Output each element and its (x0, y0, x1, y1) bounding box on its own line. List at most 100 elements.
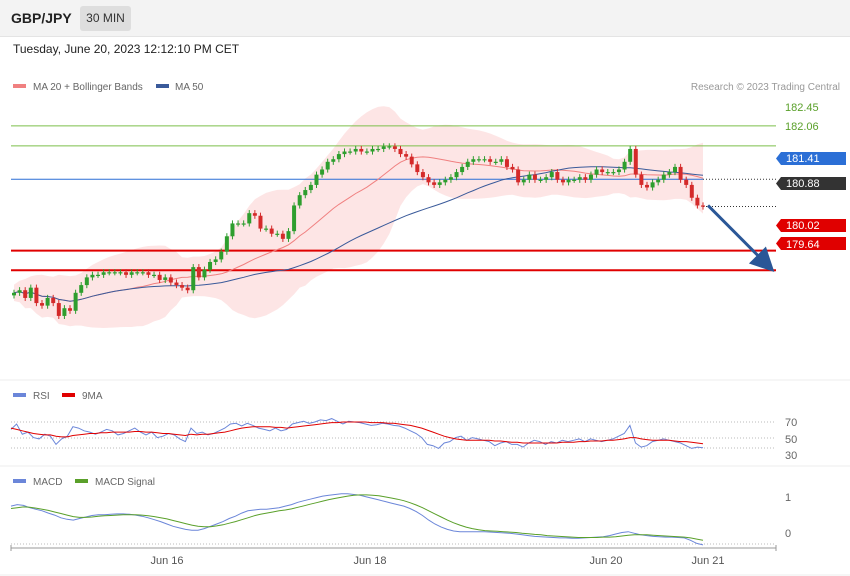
rsi-ma-legend-label: 9MA (82, 391, 103, 402)
ma20-legend-swatch (13, 84, 26, 88)
current-price-tag (776, 177, 846, 190)
candle-body (62, 308, 67, 316)
candle-body (667, 172, 672, 175)
macd-legend-label: MACD (33, 477, 62, 488)
candle-body (689, 184, 694, 198)
candle-body (224, 236, 229, 252)
x-axis: Jun 16 Jun 18 Jun 20 Jun 21 (10, 545, 777, 567)
chart-header: GBP/JPY 30 MIN (0, 0, 850, 37)
candle-body (219, 251, 224, 260)
candle-body (684, 179, 689, 185)
rsi-lines (10, 418, 704, 450)
candle-body (118, 272, 123, 274)
candle-body (297, 195, 302, 206)
candle-body (51, 297, 56, 304)
candle-body (678, 166, 683, 180)
rsi-tick-70: 70 (785, 417, 797, 429)
candle-body (314, 174, 319, 185)
candle-body (527, 174, 532, 180)
candle-body (258, 215, 263, 229)
candle-body (616, 169, 621, 173)
candle-body (336, 154, 341, 160)
candle-body (644, 184, 649, 188)
candle-body (426, 177, 431, 183)
ma50-line (13, 166, 704, 302)
candle-body (45, 297, 50, 306)
x-tick-jun16: Jun 16 (150, 555, 183, 567)
candle-body (600, 169, 605, 173)
macd-signal-legend-label: MACD Signal (95, 477, 155, 488)
candle-body (73, 292, 78, 311)
candle-body (292, 205, 297, 232)
rsi-ma-line (10, 421, 704, 445)
candle-body (398, 148, 403, 155)
candle-body (555, 172, 560, 180)
level-label-182-45: 182.45 (785, 102, 819, 114)
candle-body (230, 223, 235, 237)
price-legend: MA 20 + Bollinger Bands MA 50 Research ©… (13, 82, 840, 93)
candle-body (68, 308, 73, 311)
forecast-arrow (706, 204, 775, 273)
candle-body (129, 272, 134, 275)
candle-body (420, 172, 425, 178)
rsi-tick-30: 30 (785, 450, 797, 462)
level-label-180-02: 180.02 (786, 220, 820, 232)
ma20-legend-label: MA 20 + Bollinger Bands (33, 82, 143, 93)
rsi-legend-swatch (13, 393, 26, 397)
level-label-182-06: 182.06 (785, 121, 819, 133)
candle-body (140, 272, 145, 274)
candle-body (202, 269, 207, 278)
candle-body (241, 223, 246, 225)
candle-body (280, 233, 285, 239)
watermark-text: Research © 2023 Trading Central (691, 82, 840, 93)
ma50-legend-swatch (156, 84, 169, 88)
support-level-tag-1 (776, 219, 846, 232)
rsi-line (10, 418, 704, 450)
candle-body (247, 213, 252, 224)
candle-body (124, 272, 129, 275)
candle-body (107, 272, 112, 274)
candle-body (157, 274, 162, 280)
candle-body (174, 282, 179, 286)
candle-body (320, 169, 325, 175)
candle-body (476, 159, 481, 161)
timeframe-button[interactable]: 30 MIN (80, 6, 131, 31)
x-tick-jun21: Jun 21 (691, 555, 724, 567)
candle-body (560, 179, 565, 183)
rsi-legend: RSI 9MA (13, 391, 103, 402)
candle-body (84, 277, 89, 286)
candle-body (594, 169, 599, 175)
candle-body (381, 146, 386, 149)
level-label-181-41: 181.41 (786, 153, 820, 165)
bollinger-band-area (14, 106, 703, 328)
x-tick-jun20: Jun 20 (589, 555, 622, 567)
candle-body (628, 148, 633, 162)
bollinger-bands (14, 106, 703, 328)
candle-body (112, 272, 117, 274)
candle-body (672, 166, 677, 173)
candle-body (34, 287, 39, 304)
candle-body (252, 213, 257, 216)
candle-body (236, 223, 241, 225)
candle-body (342, 151, 347, 155)
candle-body (208, 261, 213, 270)
candle-body (17, 290, 22, 293)
candle-body (191, 267, 196, 291)
candle-body (493, 161, 498, 163)
key-levels (11, 125, 776, 272)
candle-body (185, 287, 190, 291)
candle-body (12, 292, 16, 296)
candle-body (538, 179, 543, 181)
macd-tick-0: 0 (785, 528, 791, 540)
candle-body (79, 285, 84, 293)
macd-tick-1: 1 (785, 492, 791, 504)
chart-area: MA 20 + Bollinger Bands MA 50 Research ©… (0, 82, 850, 576)
candle-body (387, 146, 392, 148)
candle-body (152, 274, 157, 277)
candle-body (286, 231, 291, 239)
candle-body (146, 272, 151, 275)
candle-body (460, 166, 465, 173)
candle-body (566, 179, 571, 183)
candle-body (650, 182, 655, 188)
macd-guides: 1 0 (11, 492, 791, 545)
